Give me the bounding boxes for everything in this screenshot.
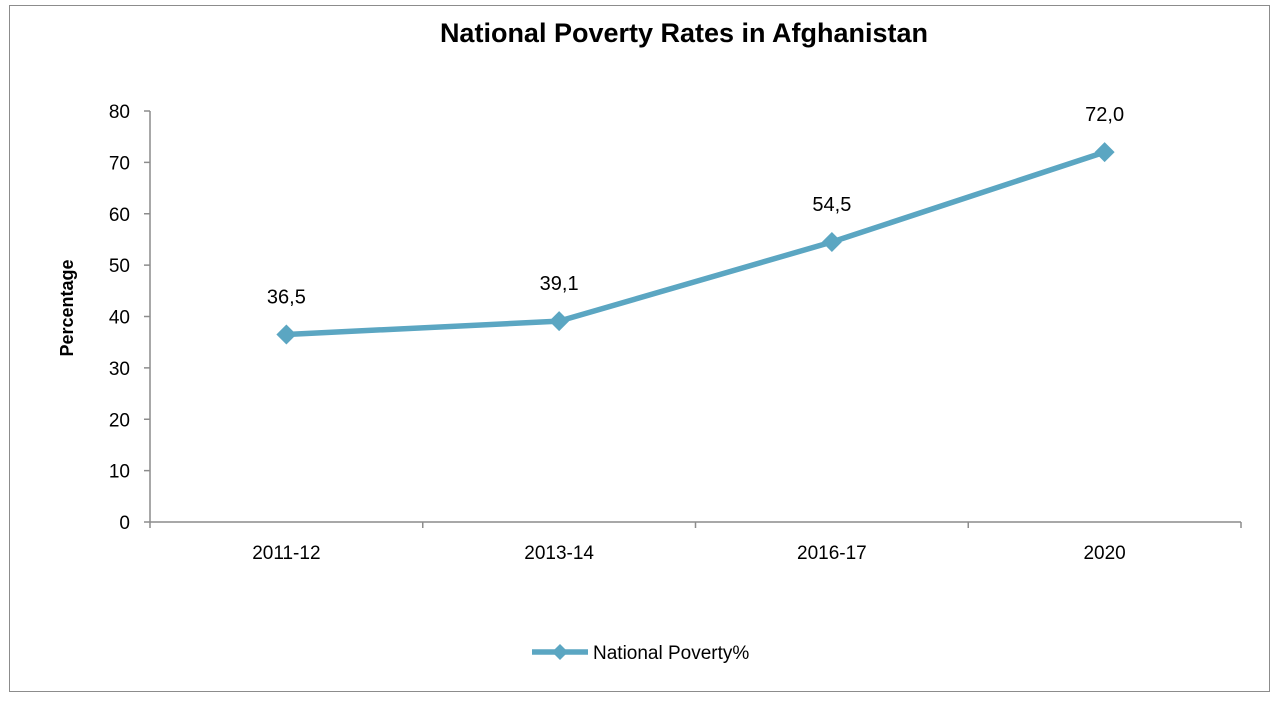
series-line	[283, 149, 1108, 338]
x-tick-label: 2016-17	[797, 543, 867, 564]
data-point-marker	[821, 232, 842, 253]
y-tick-label: 80	[109, 102, 130, 123]
y-tick-label: 0	[119, 513, 130, 534]
data-point-marker	[1094, 142, 1115, 163]
x-tick-label: 2011-12	[252, 543, 320, 564]
y-tick-label: 30	[109, 359, 130, 380]
data-label: 72,0	[1085, 104, 1124, 126]
x-tick-label: 2013-14	[524, 543, 594, 564]
axes: 0 10 20 30 40 50 60 70 80 2011-12 2013-14 2016-17 20…	[109, 102, 1242, 564]
y-tick-label: 60	[109, 205, 130, 226]
y-tick-label: 70	[109, 153, 130, 174]
legend-label: National Poverty%	[593, 643, 749, 664]
data-label: 36,5	[267, 286, 306, 308]
y-axis-label: Percentage	[57, 259, 77, 356]
legend: National Poverty%	[532, 643, 749, 664]
data-label: 54,5	[812, 194, 851, 216]
y-tick-label: 40	[109, 308, 130, 329]
x-tick-label: 2020	[1083, 543, 1125, 564]
y-tick-label: 20	[109, 410, 130, 431]
y-tick-label: 10	[109, 462, 130, 483]
series-layer: 36,5 39,1 54,5 72,0	[267, 104, 1124, 345]
chart-frame	[9, 5, 1270, 692]
chart-title: National Poverty Rates in Afghanistan	[440, 18, 928, 48]
y-tick-label: 50	[109, 256, 130, 277]
data-point-marker	[549, 311, 570, 332]
data-point-marker	[276, 324, 297, 345]
data-label: 39,1	[540, 273, 579, 295]
legend-marker	[552, 644, 568, 660]
